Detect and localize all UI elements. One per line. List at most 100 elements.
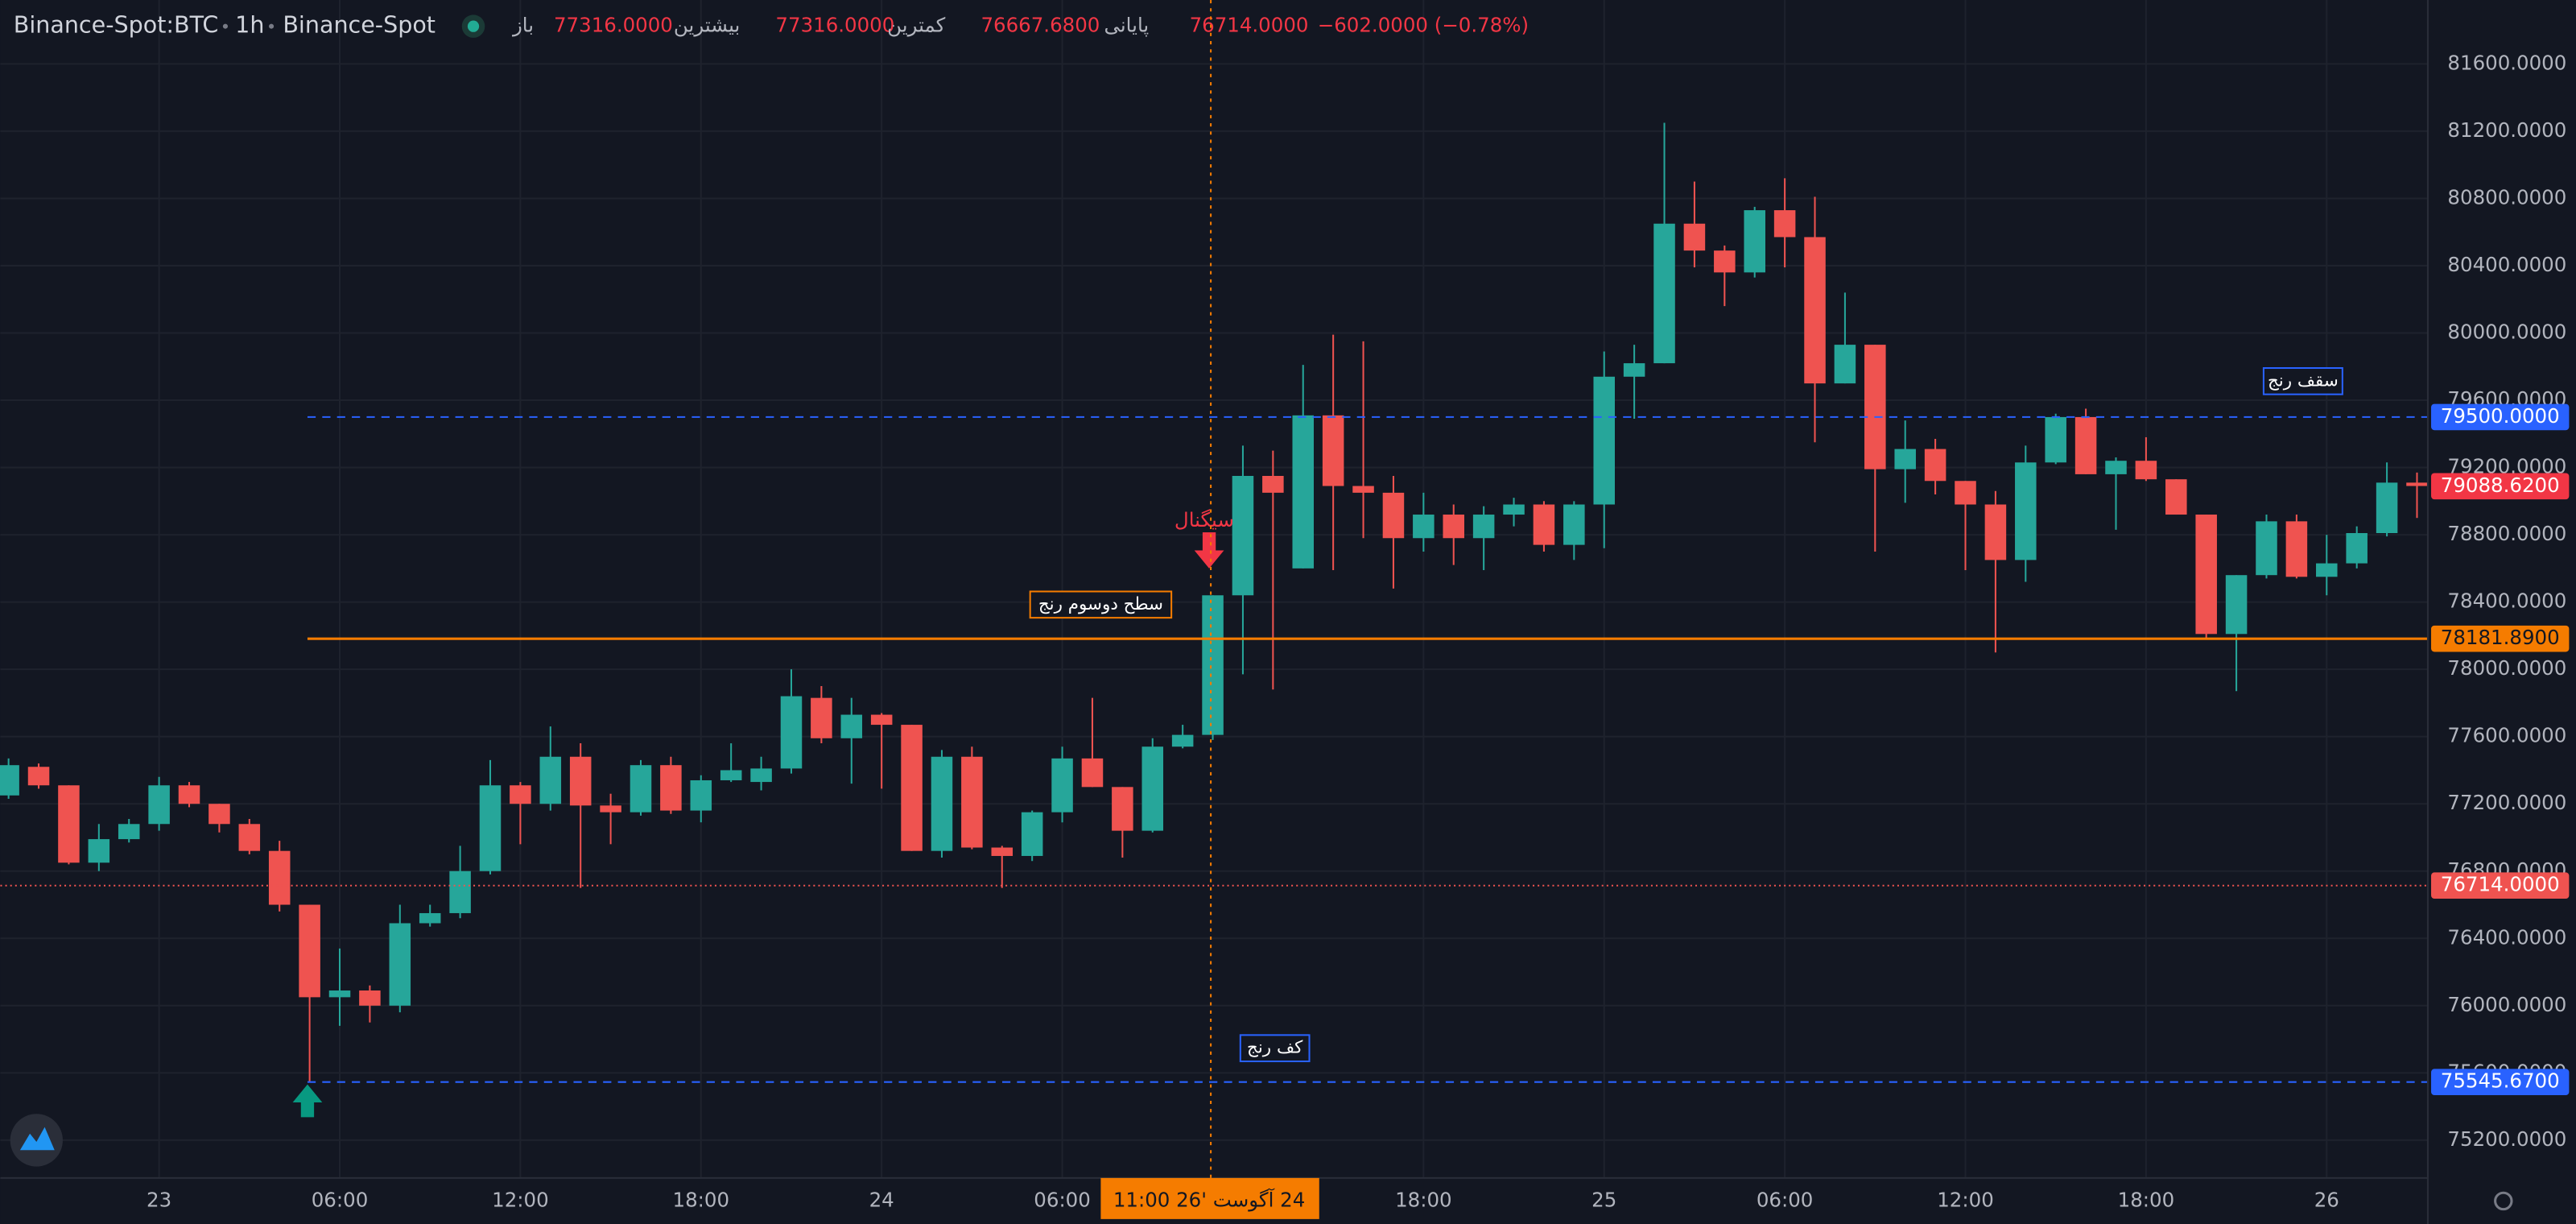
interval: 1h [235, 11, 264, 39]
y-tick-label: 78800.0000 [2447, 522, 2566, 545]
candle-body [1232, 475, 1254, 596]
logo[interactable] [10, 1114, 63, 1167]
candle-body [1472, 515, 1495, 539]
x-tick-label: 06:00 [1757, 1188, 1814, 1211]
range-label: کف رنج [1247, 1038, 1303, 1058]
settings[interactable] [2494, 1191, 2513, 1211]
y-tick-label: 76400.0000 [2447, 925, 2566, 949]
candle-body [630, 765, 652, 813]
change: −602.0000 (−0.78%) [1318, 14, 1529, 37]
candle-body [359, 990, 381, 1006]
candle-body [1292, 415, 1315, 569]
price-label-bg [2431, 625, 2570, 652]
candle-body [780, 696, 803, 769]
candle-body [1804, 237, 1826, 384]
crosshair-label: 24 آگوست '26 11:00 [1113, 1188, 1305, 1211]
range-label: سطح دوسوم رنج [1038, 594, 1163, 614]
x-tick-label: 18:00 [673, 1188, 730, 1211]
y-tick-label: 80000.0000 [2447, 320, 2566, 343]
price-label: 79500.0000 [2441, 404, 2560, 428]
candle-body [811, 697, 832, 738]
candle-body [901, 725, 923, 851]
x-tick-label: 12:00 [1937, 1188, 1994, 1211]
range-label-box [2262, 367, 2343, 395]
candle-body [1051, 758, 1073, 813]
candle-body [1382, 492, 1405, 539]
candle-body [1262, 475, 1284, 493]
candle-body [208, 804, 230, 825]
candle-body [118, 824, 140, 840]
candle-body [720, 770, 742, 780]
crosshair-label-bg [1100, 1177, 1319, 1219]
status-dot [467, 20, 480, 32]
field-label: باز [511, 14, 534, 37]
separator [269, 23, 275, 29]
candle-body [2195, 515, 2217, 635]
candle-body [1924, 449, 1946, 482]
candle-body [2376, 482, 2398, 533]
candle-body [510, 785, 531, 804]
candle-body [1413, 515, 1435, 539]
candle-body [2256, 521, 2277, 576]
x-tick-label: 25 [1591, 1188, 1616, 1211]
field-value: 77316.0000 [775, 14, 894, 37]
price-label: 79088.6200 [2441, 473, 2560, 497]
price-label: 75545.6700 [2441, 1069, 2560, 1093]
y-tick-label: 80400.0000 [2447, 253, 2566, 276]
y-tick-label: 81200.0000 [2447, 118, 2566, 142]
candle-body [1141, 746, 1164, 831]
symbol: Binance-Spot:BTC [14, 11, 219, 39]
field-label: کمترین [887, 14, 945, 37]
candle-body [1352, 486, 1374, 493]
price-label: 76714.0000 [2441, 873, 2560, 896]
y-tick-label: 77600.0000 [2447, 724, 2566, 747]
candle-body [1202, 595, 1224, 735]
price-label-bg [2431, 473, 2570, 500]
field-value: 76714.0000 [1190, 14, 1309, 37]
candle-body [2015, 462, 2037, 560]
y-tick-label: 80800.0000 [2447, 185, 2566, 209]
candle-body [238, 824, 261, 851]
signal-arrow [1202, 532, 1216, 552]
signal-arrow [1194, 550, 1224, 569]
candle-body [2316, 563, 2338, 577]
candle-body [2165, 479, 2187, 515]
candle-body [1744, 210, 1765, 273]
y-tick-label: 77200.0000 [2447, 791, 2566, 814]
candle-body [1623, 363, 1645, 377]
candle-body [268, 850, 291, 905]
candle-body [569, 756, 592, 806]
candle-body [870, 714, 893, 726]
candle-body [1081, 758, 1104, 788]
candle-body [1864, 345, 1886, 469]
candle-body [1503, 504, 1525, 515]
candle-body [690, 779, 712, 811]
y-tick-label: 75200.0000 [2447, 1127, 2566, 1151]
candle-body [991, 847, 1013, 856]
y-tick-label: 81600.0000 [2447, 51, 2566, 74]
candle-body [2285, 521, 2308, 577]
candle-body [2406, 482, 2428, 486]
candle-body [600, 805, 621, 813]
price-label-bg [2431, 1069, 2570, 1096]
x-tick-label: 18:00 [1395, 1188, 1452, 1211]
separator [222, 23, 229, 29]
candle-body [1112, 787, 1133, 831]
candle-body [2105, 461, 2127, 474]
logo-icon [19, 1127, 55, 1151]
y-tick-label: 78000.0000 [2447, 656, 2566, 680]
candle-body [1773, 210, 1796, 238]
x-tick-label: 18:00 [2118, 1188, 2175, 1211]
candle-body [58, 785, 80, 863]
candle-body [1834, 345, 1856, 384]
candle-body [2135, 461, 2157, 480]
candle-body [328, 990, 351, 998]
price-label: 78181.8900 [2441, 626, 2560, 649]
candle-body [1984, 504, 2007, 560]
candle-body [449, 870, 471, 913]
signal-label: سیگنال [1174, 508, 1234, 531]
candle-body [148, 785, 170, 825]
buy-arrow [292, 1084, 323, 1103]
candle-body [1894, 449, 1916, 469]
